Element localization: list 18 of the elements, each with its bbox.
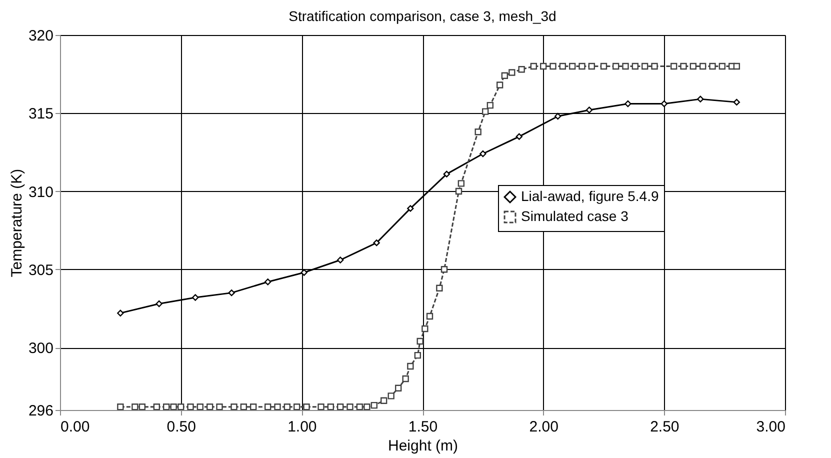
y-tick-label: 296 (28, 402, 54, 420)
x-tick-label: 1.00 (288, 418, 317, 436)
y-axis-title: Temperature (K) (8, 168, 26, 278)
y-tick-label: 320 (28, 28, 54, 44)
x-tick-label: 0.00 (60, 418, 90, 436)
x-axis-title: Height (m) (388, 438, 458, 454)
chart-title: Stratification comparison, case 3, mesh_3d (288, 8, 556, 24)
y-tick-label: 300 (28, 340, 54, 357)
legend-label: Simulated case 3 (521, 208, 629, 224)
x-tick-label: 3.00 (756, 418, 786, 436)
x-tick-label: 0.50 (166, 418, 196, 436)
legend-label: Lial-awad, figure 5.4.9 (521, 188, 659, 204)
y-tick-label: 310 (28, 184, 54, 201)
x-tick-label: 2.00 (529, 418, 558, 436)
y-tick-label: 305 (28, 262, 54, 279)
x-tick-label: 1.50 (408, 418, 438, 436)
x-tick-label: 2.50 (650, 418, 680, 436)
y-tick-label: 315 (28, 106, 54, 123)
